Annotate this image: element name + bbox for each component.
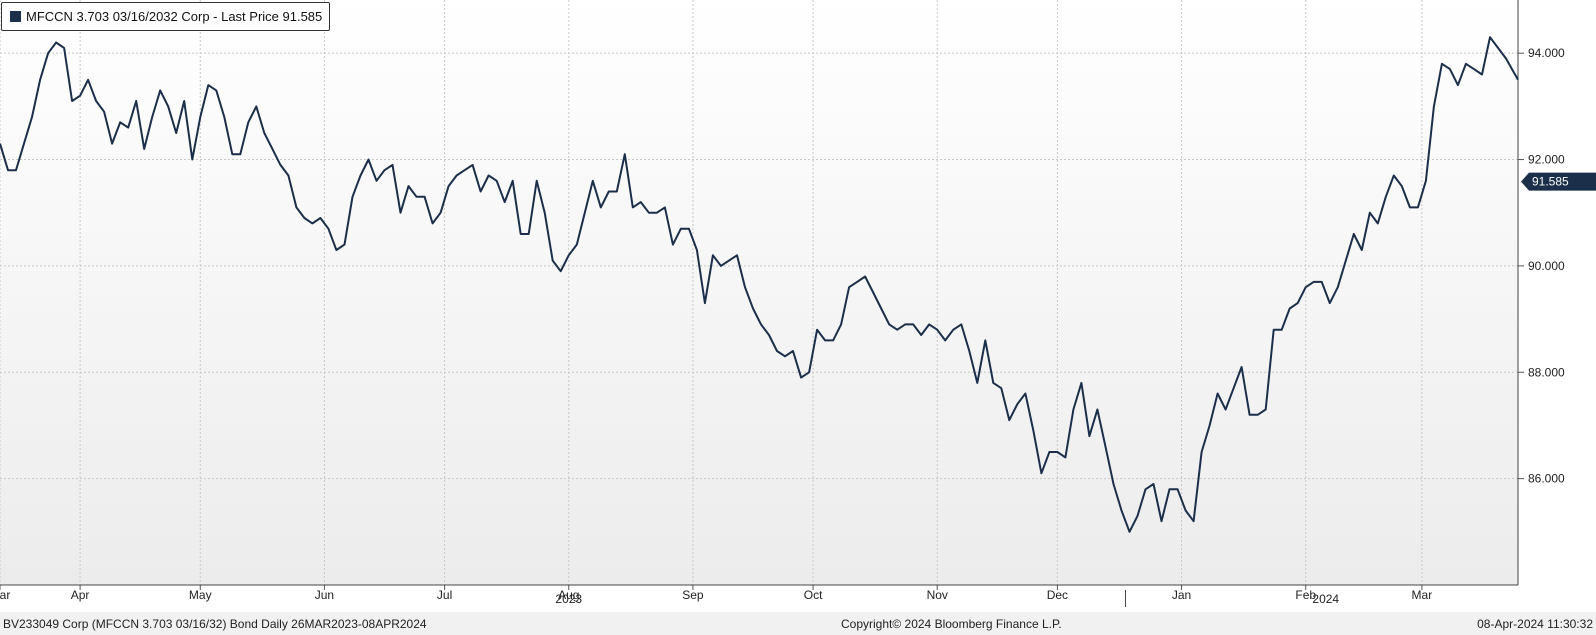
x-tick-label: Apr xyxy=(71,588,90,602)
grid-lines xyxy=(0,0,1518,585)
series-layer xyxy=(0,36,1519,533)
y-tick-label: 94.000 xyxy=(1528,46,1565,60)
footer-timestamp: 08-Apr-2024 11:30:32 xyxy=(1477,617,1593,631)
axes xyxy=(0,0,1524,607)
plot-background xyxy=(0,0,1518,585)
legend: MFCCN 3.703 03/16/2032 Corp - Last Price… xyxy=(1,2,331,31)
y-tick-label: 90.000 xyxy=(1528,259,1565,273)
x-tick-label: Mar xyxy=(1412,588,1433,602)
footer-bar: BV233049 Corp (MFCCN 3.703 03/16/32) Bon… xyxy=(0,612,1596,635)
last-price-tag: 91.585 xyxy=(1521,172,1596,191)
year-label: 2023 xyxy=(555,592,582,606)
y-tick-label: 86.000 xyxy=(1528,472,1565,486)
x-tick-label: Jun xyxy=(315,588,334,602)
x-tick-label: Jul xyxy=(437,588,452,602)
footer-copyright: Copyright© 2024 Bloomberg Finance L.P. xyxy=(841,617,1062,631)
x-tick-label: Feb xyxy=(1295,588,1316,602)
x-tick-label: Nov xyxy=(927,588,948,602)
y-tick-label: 88.000 xyxy=(1528,365,1565,379)
last-price-tag-shape xyxy=(1521,172,1596,191)
footer-security-info: BV233049 Corp (MFCCN 3.703 03/16/32) Bon… xyxy=(3,617,427,631)
label-layer: 86.000 88.000 90.000 92.000 94.000 Mar Apr May J… xyxy=(0,46,1596,606)
legend-swatch xyxy=(10,11,21,22)
chart-canvas: 86.000 88.000 90.000 92.000 94.000 Mar Apr May J… xyxy=(0,0,1596,607)
x-tick-label: Mar xyxy=(0,588,10,602)
x-tick-label: Dec xyxy=(1047,588,1068,602)
x-tick-label: May xyxy=(189,588,212,602)
series-line xyxy=(0,36,1519,533)
last-price-value: 91.585 xyxy=(1532,175,1569,189)
year-label: 2024 xyxy=(1312,592,1339,606)
x-tick-label: Jan xyxy=(1172,588,1191,602)
y-tick-label: 92.000 xyxy=(1528,153,1565,167)
x-tick-label: Oct xyxy=(804,588,823,602)
legend-label: MFCCN 3.703 03/16/2032 Corp - Last Price… xyxy=(26,9,323,24)
x-tick-label: Aug xyxy=(558,588,579,602)
x-tick-label: Sep xyxy=(682,588,704,602)
